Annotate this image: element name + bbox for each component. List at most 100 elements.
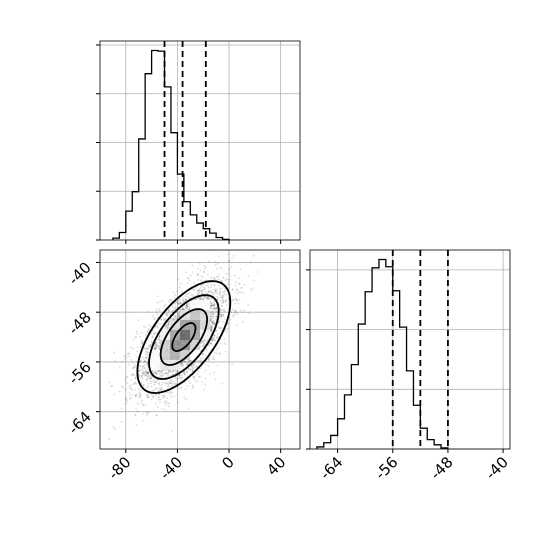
sample-point [226, 278, 229, 281]
sample-point [201, 289, 204, 292]
sample-point [182, 308, 185, 311]
joint-ytick-label: -64 [65, 408, 95, 438]
sample-point [214, 309, 217, 312]
sample-point [179, 364, 182, 366]
sample-point [135, 382, 138, 385]
sample-point [128, 385, 131, 387]
hist-a-frame [99, 40, 301, 241]
sample-point [204, 295, 207, 298]
sample-point [124, 398, 127, 401]
param-b-xtick-label: -64 [316, 453, 346, 483]
sample-point [207, 283, 210, 286]
sample-point [209, 326, 212, 329]
sample-point [169, 379, 172, 382]
sample-point [214, 261, 217, 263]
sample-point [152, 315, 154, 318]
sample-point [188, 361, 191, 364]
sample-point [127, 363, 130, 366]
sample-point [198, 292, 201, 295]
sample-point [143, 361, 145, 364]
sample-point [183, 370, 185, 373]
sample-point [180, 291, 183, 293]
sample-point [140, 402, 143, 405]
sample-point [159, 370, 161, 372]
sample-point [125, 356, 128, 359]
sample-point [166, 326, 169, 328]
sample-point [139, 394, 141, 397]
sample-point [185, 306, 188, 309]
sample-point [231, 299, 234, 301]
sample-point [112, 426, 115, 429]
sample-point [169, 370, 172, 373]
sample-point [210, 297, 213, 300]
sample-point [158, 339, 160, 341]
sample-point [216, 267, 218, 270]
sample-point [154, 348, 157, 351]
sample-point [135, 374, 137, 377]
sample-point [168, 301, 171, 303]
sample-point [215, 310, 218, 312]
sample-point [179, 302, 181, 305]
sample-point [198, 360, 200, 362]
sample-point [212, 277, 215, 279]
sample-point [204, 383, 207, 386]
sample-point [216, 310, 218, 313]
sample-point [202, 339, 205, 342]
sample-point [147, 351, 150, 354]
sample-point [210, 342, 212, 345]
sample-point [139, 360, 142, 363]
sample-point [157, 390, 159, 393]
density-cell [170, 360, 180, 370]
sample-point [182, 307, 184, 309]
sample-point [168, 308, 170, 311]
sample-point [203, 283, 205, 286]
sample-point [232, 299, 235, 301]
sample-point [180, 361, 183, 364]
sample-point [146, 352, 149, 354]
sample-point [138, 370, 141, 372]
sample-point [187, 298, 190, 300]
sample-point [154, 317, 157, 320]
sample-point [212, 315, 215, 318]
sample-point [220, 299, 222, 302]
sample-point [135, 364, 137, 367]
sample-point [154, 326, 156, 329]
sample-point [203, 343, 206, 346]
sample-point [213, 351, 216, 354]
sample-point [224, 290, 227, 293]
density-cell [180, 330, 190, 340]
sample-point [144, 371, 147, 373]
sample-point [218, 296, 221, 299]
sample-point [165, 313, 168, 315]
sample-point [159, 388, 162, 391]
sample-point [207, 296, 210, 299]
sample-point [191, 369, 194, 372]
sample-point [182, 296, 185, 299]
sample-point [214, 322, 216, 325]
sample-point [154, 387, 157, 390]
sample-point [203, 288, 206, 291]
sample-point [182, 364, 185, 366]
sample-point [215, 315, 218, 318]
sample-point [204, 279, 207, 282]
sample-point [212, 324, 215, 327]
sample-point [193, 376, 196, 378]
joint-xtick-label: -40 [156, 453, 186, 483]
sample-point [227, 259, 230, 262]
sample-point [150, 382, 152, 385]
sample-point [171, 381, 174, 383]
sample-point [125, 397, 128, 400]
sample-point [199, 269, 202, 272]
sample-point [198, 296, 201, 299]
sample-point [140, 359, 143, 361]
sample-point [157, 395, 160, 398]
sample-point [145, 379, 148, 382]
sample-point [143, 325, 145, 328]
sample-point [213, 288, 216, 291]
sample-point [247, 312, 250, 315]
sample-point [144, 374, 147, 376]
sample-point [156, 316, 159, 319]
sample-point [168, 382, 171, 384]
sample-point [167, 384, 170, 386]
